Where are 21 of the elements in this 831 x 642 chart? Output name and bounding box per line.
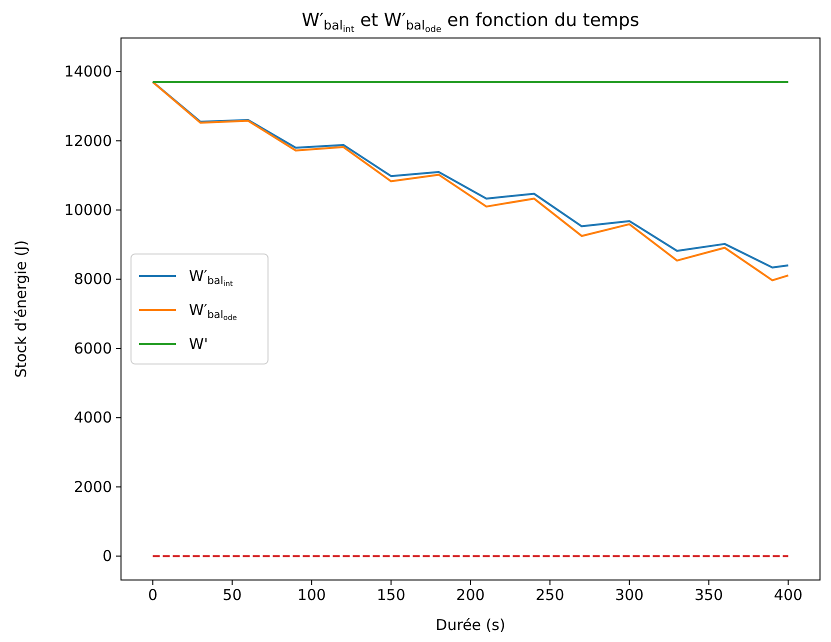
x-tick-label: 0 [148, 586, 158, 604]
y-tick-label: 12000 [64, 132, 112, 150]
x-tick-label: 250 [536, 586, 564, 604]
y-tick-label: 8000 [74, 270, 112, 288]
x-tick-label: 350 [694, 586, 724, 604]
x-tick-label: 300 [615, 586, 644, 604]
x-axis-title: Durée (s) [436, 616, 506, 634]
x-tick-label: 400 [774, 586, 803, 604]
x-tick-label: 100 [297, 586, 326, 604]
y-tick-label: 2000 [74, 478, 112, 496]
chart-title: W′$_{bal}$$_{int}$ et W′$_{bal}$$_{ode}$ en fonction du temps [302, 10, 640, 35]
x-tick-label: 150 [376, 586, 406, 604]
y-tick-label: 0 [102, 547, 112, 566]
y-axis-title: Stock d'énergie (J) [12, 240, 30, 378]
legend-label: W' [189, 335, 208, 353]
y-tick-label: 14000 [64, 62, 112, 81]
y-tick-label: 4000 [74, 408, 112, 427]
y-tick-label: 10000 [64, 201, 112, 220]
x-tick-label: 200 [456, 586, 485, 604]
y-tick-label: 6000 [74, 339, 112, 358]
x-tick-label: 50 [222, 586, 242, 604]
